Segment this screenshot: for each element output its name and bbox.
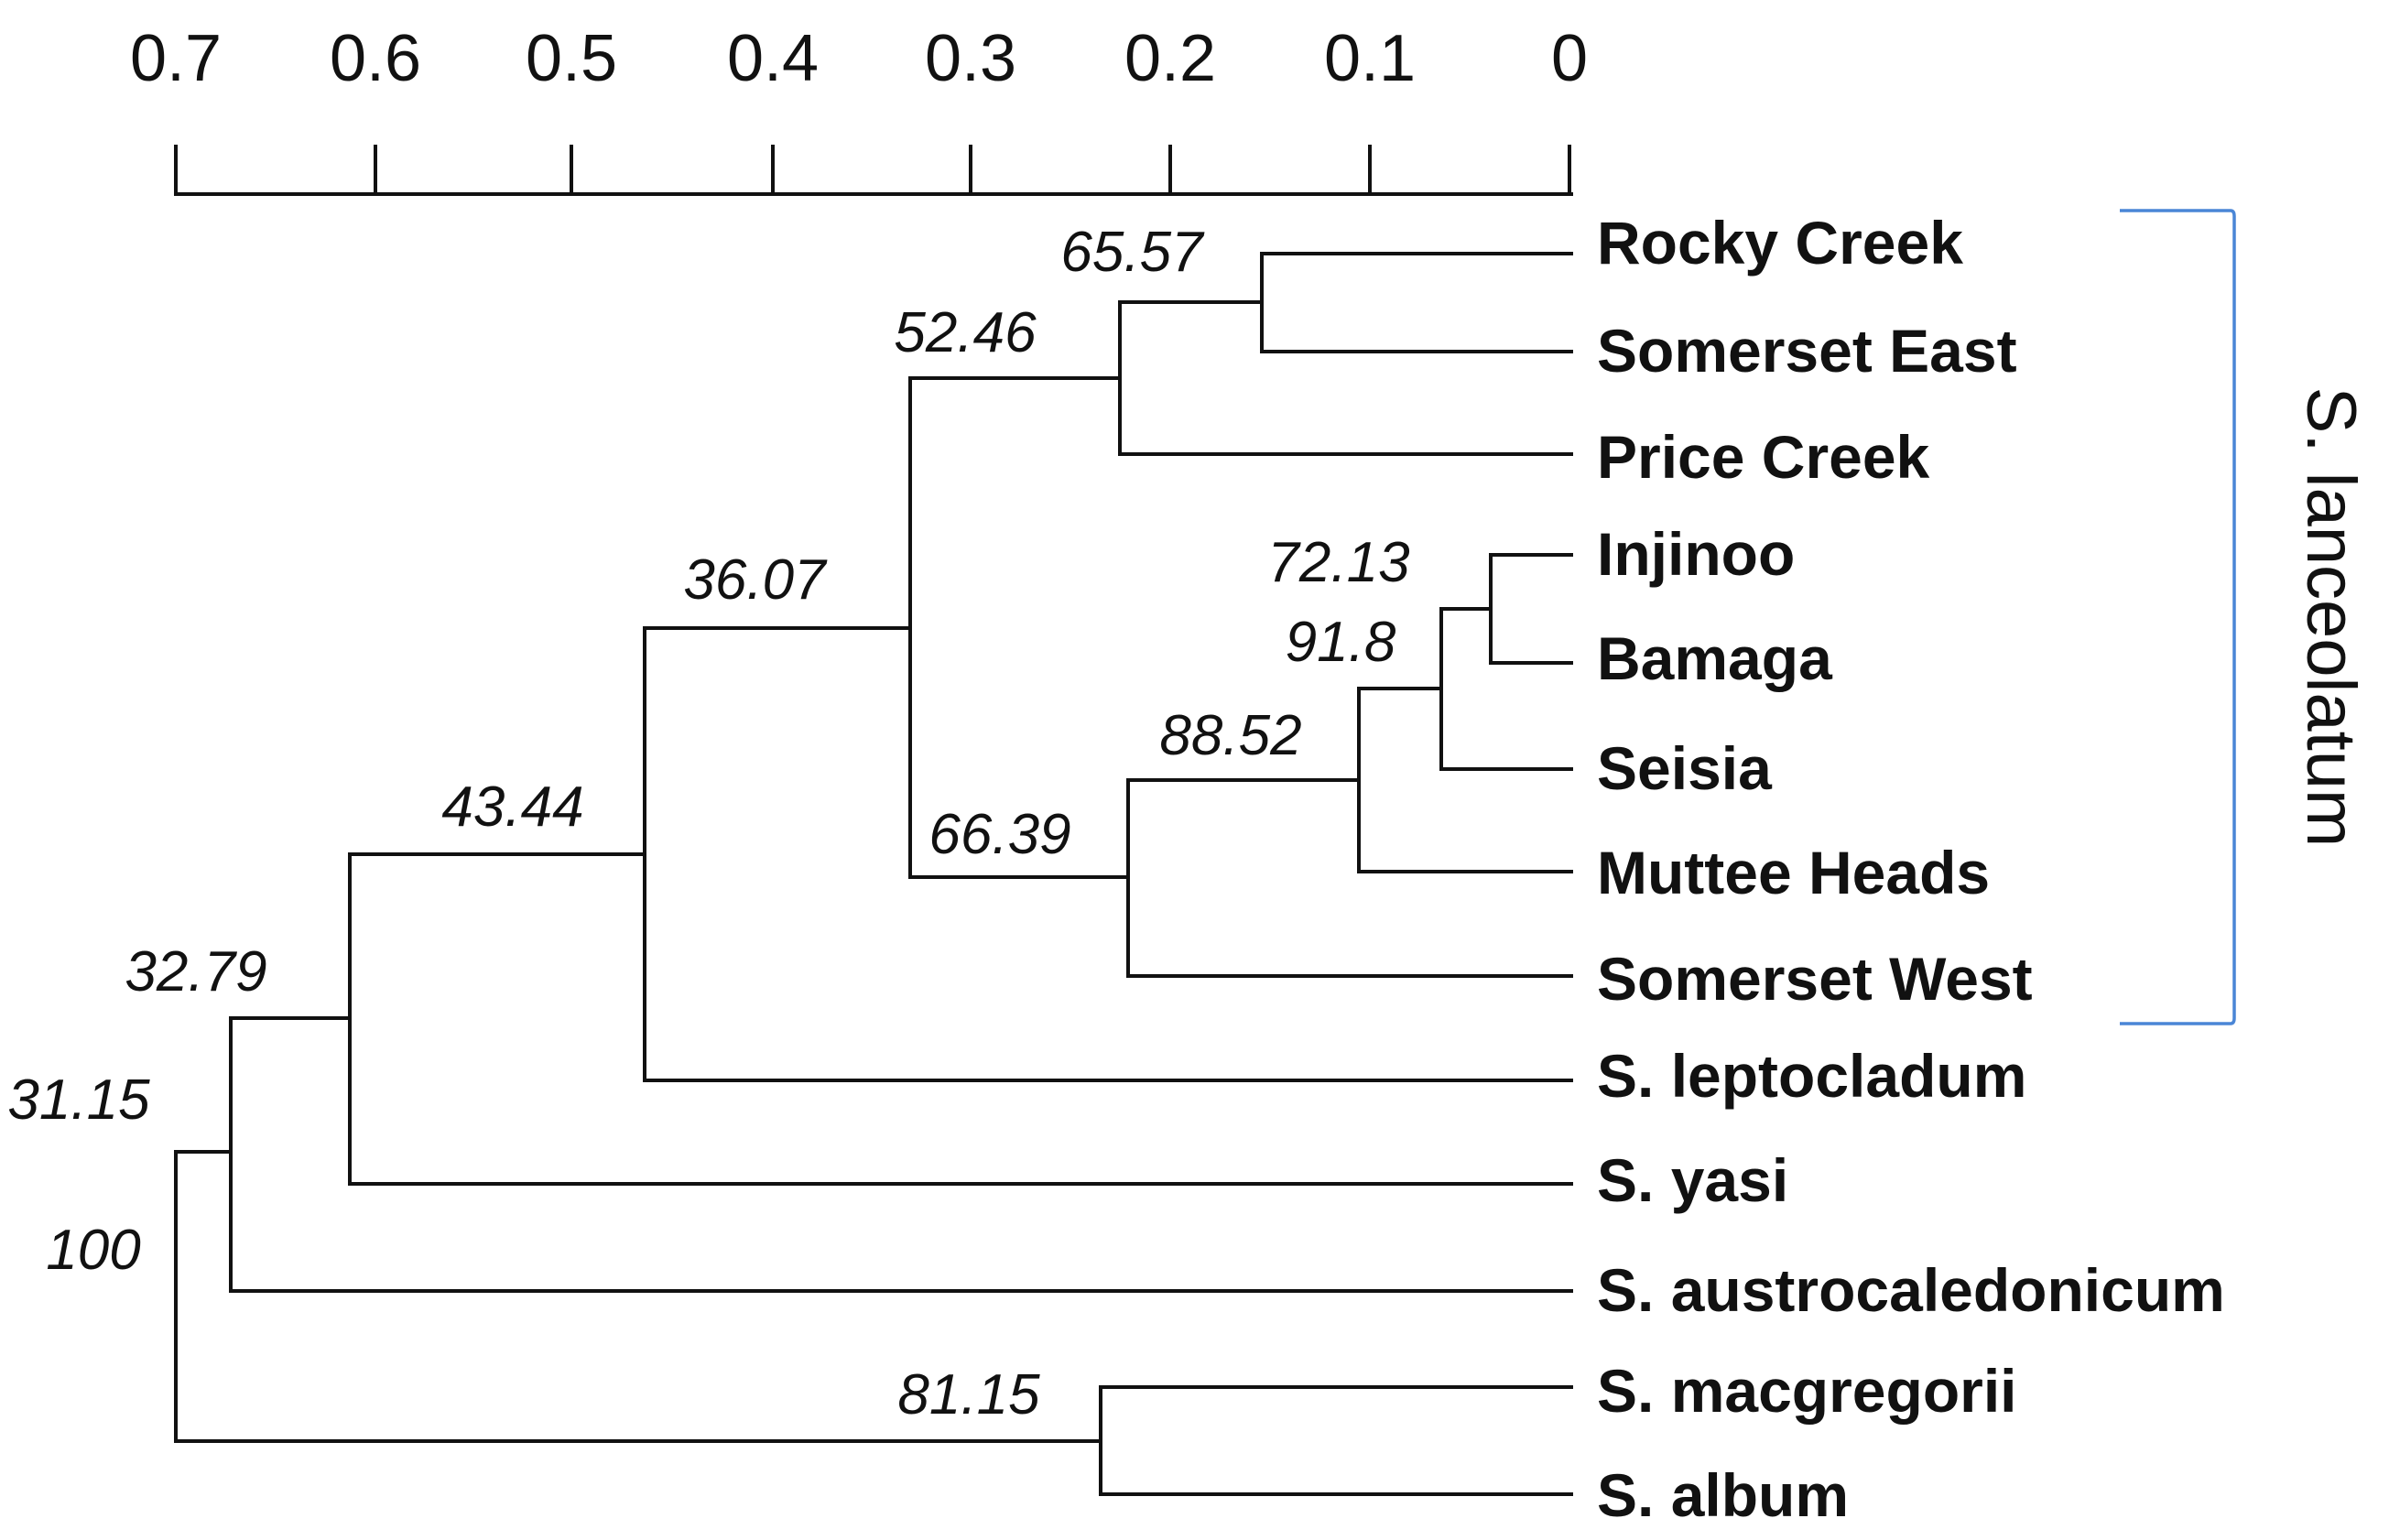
support-value: 43.44	[441, 775, 583, 839]
leaf-label: Bamaga	[1597, 624, 1833, 692]
leaf-label: Rocky Creek	[1597, 209, 1963, 277]
tick-label: 0.7	[130, 22, 222, 95]
branch-root	[174, 1150, 1102, 1443]
support-value: 72.13	[1267, 531, 1409, 594]
support-value: 31.15	[7, 1068, 150, 1132]
support-value: 66.39	[928, 803, 1070, 866]
tick-label: 0.6	[330, 22, 421, 95]
branch-macgregorii-album	[1099, 1385, 1573, 1496]
tree-branches	[174, 252, 1573, 1496]
leaf-label: Injinoo	[1597, 520, 1795, 588]
branch-austrocaledonicum	[229, 1016, 1573, 1293]
leaf-label: Somerset West	[1597, 945, 2033, 1013]
clade-bracket-line	[2120, 209, 2236, 1025]
leaf-label: Somerset East	[1597, 317, 2017, 385]
leaf-label: Seisia	[1597, 734, 1773, 802]
leaf-label: Price Creek	[1597, 423, 1930, 491]
leaf-label: S. leptocladum	[1597, 1042, 2026, 1110]
support-value: 100	[46, 1219, 140, 1282]
leaf-label: S. album	[1597, 1461, 1849, 1529]
leaf-labels: Rocky Creek Somerset East Price Creek In…	[1597, 209, 2225, 1529]
tick-label: 0.1	[1324, 22, 1416, 95]
support-value: 32.79	[125, 940, 266, 1003]
support-value: 36.07	[683, 548, 828, 612]
leaf-label: S. austrocaledonicum	[1597, 1256, 2225, 1324]
support-value: 88.52	[1159, 704, 1301, 767]
leaf-label: S. macgregorii	[1597, 1357, 2017, 1425]
branch-yasi	[348, 852, 1573, 1186]
clade-label: S. lanceolatum	[2292, 387, 2370, 848]
support-value: 91.8	[1286, 611, 1396, 674]
branch-price-creek	[1118, 300, 1573, 456]
tick-label: 0.3	[925, 22, 1016, 95]
branch-injinoo-bamaga	[1489, 553, 1573, 665]
branch-rocky-somerset-east	[1260, 252, 1573, 353]
tick-label: 0.2	[1124, 22, 1216, 95]
support-value: 81.15	[897, 1363, 1040, 1426]
branch-muttee-heads	[1357, 687, 1573, 873]
tick-label: 0.5	[526, 22, 617, 95]
support-values: 65.57 52.46 72.13 91.8 88.52 66.39 36.07…	[7, 221, 1409, 1426]
leaf-label: Muttee Heads	[1597, 839, 1990, 906]
scale-axis: 0.7 0.6 0.5 0.4 0.3 0.2 0.1 0	[130, 22, 1588, 196]
leaf-label: S. yasi	[1597, 1146, 1788, 1214]
support-value: 65.57	[1060, 221, 1205, 284]
tick-label: 0	[1551, 22, 1588, 95]
branch-seisia	[1439, 607, 1573, 771]
branch-somerset-west	[1126, 778, 1573, 978]
tick-label: 0.4	[727, 22, 819, 95]
branch-leptocladum	[643, 626, 1573, 1082]
support-value: 52.46	[894, 301, 1037, 364]
clade-bracket: S. lanceolatum	[2120, 209, 2370, 1025]
